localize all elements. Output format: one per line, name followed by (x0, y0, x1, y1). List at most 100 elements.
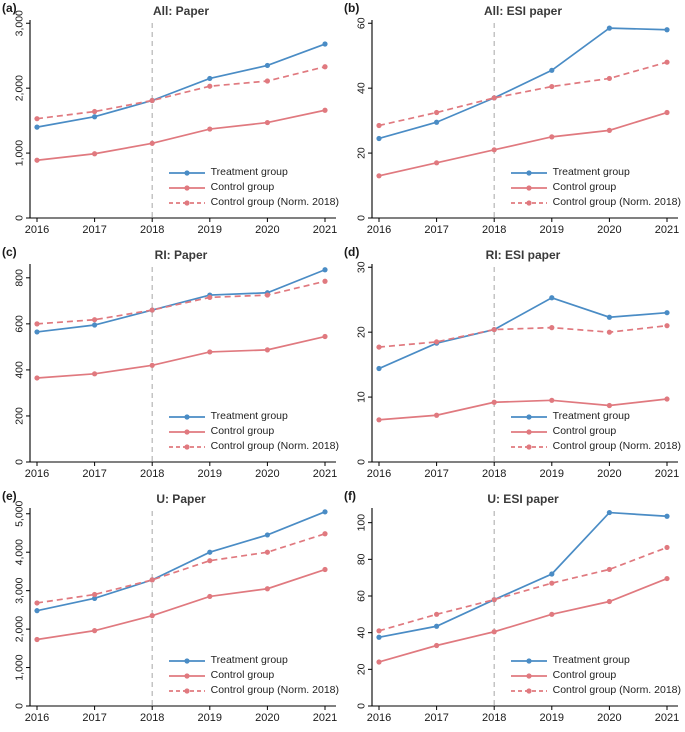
svg-text:40: 40 (356, 627, 368, 639)
svg-text:0: 0 (356, 459, 368, 465)
treatment-line-swatch-icon (168, 410, 205, 422)
svg-text:2019: 2019 (198, 468, 222, 480)
svg-text:40: 40 (356, 82, 368, 94)
svg-text:2017: 2017 (424, 712, 448, 724)
svg-text:400: 400 (14, 361, 26, 379)
chart-legend-f: Treatment group Control group Control gr… (510, 654, 681, 696)
legend-item-treatment: Treatment group (510, 166, 681, 178)
svg-text:2,000: 2,000 (14, 616, 26, 642)
svg-text:2019: 2019 (540, 468, 564, 480)
svg-text:2018: 2018 (482, 224, 506, 236)
svg-text:2020: 2020 (255, 468, 279, 480)
chart-legend-d: Treatment group Control group Control gr… (510, 410, 681, 452)
svg-text:2017: 2017 (82, 224, 106, 236)
svg-text:10: 10 (356, 391, 368, 403)
svg-text:2021: 2021 (313, 224, 337, 236)
svg-text:2016: 2016 (367, 224, 391, 236)
chart-legend-e: Treatment group Control group Control gr… (168, 654, 339, 696)
legend-label: Control group (Norm. 2018) (552, 684, 681, 696)
panel-tag-f: (f) (344, 489, 356, 503)
svg-text:3,000: 3,000 (14, 577, 26, 603)
panel-tag-a: (a) (2, 1, 17, 15)
control-line-swatch-icon (510, 669, 547, 681)
panel-c: (c) RI: Paper 0 200 400 600 800 2016 2017 2018 2… (0, 244, 342, 488)
svg-text:5,000: 5,000 (14, 500, 26, 526)
legend-item-control: Control group (510, 425, 681, 437)
svg-text:2017: 2017 (424, 468, 448, 480)
svg-text:3,000: 3,000 (14, 10, 26, 36)
svg-text:80: 80 (356, 553, 368, 565)
panel-a: (a) All: Paper 0 1,000 2,000 3,000 2016 2017 2… (0, 0, 342, 244)
svg-text:2019: 2019 (540, 224, 564, 236)
svg-text:60: 60 (356, 590, 368, 602)
svg-text:2019: 2019 (540, 712, 564, 724)
treatment-line-swatch-icon (510, 410, 547, 422)
svg-text:1,000: 1,000 (14, 140, 26, 166)
svg-text:2019: 2019 (198, 224, 222, 236)
svg-text:2021: 2021 (313, 468, 337, 480)
chart-title-f: U: ESI paper (487, 492, 559, 506)
chart-legend-b: Treatment group Control group Control gr… (510, 166, 681, 208)
svg-text:2017: 2017 (424, 224, 448, 236)
chart-title-d: RI: ESI paper (485, 248, 561, 262)
legend-label: Control group (210, 181, 275, 193)
svg-text:2,000: 2,000 (14, 75, 26, 101)
panel-d: (d) RI: ESI paper 0 10 20 30 2016 2017 2018 201… (342, 244, 684, 488)
svg-text:2017: 2017 (82, 712, 106, 724)
svg-text:2020: 2020 (597, 712, 621, 724)
svg-text:2016: 2016 (367, 468, 391, 480)
svg-text:100: 100 (356, 514, 368, 532)
chart-title-a: All: Paper (152, 4, 209, 18)
legend-label: Control group (Norm. 2018) (552, 440, 681, 452)
control-line-swatch-icon (168, 425, 205, 437)
chart-canvas-e: 0 1,000 2,000 3,000 4,000 5,000 2016 2017 2018 20… (14, 500, 338, 724)
legend-item-treatment: Treatment group (510, 410, 681, 422)
legend-item-treatment: Treatment group (510, 654, 681, 666)
panel-tag-e: (e) (2, 489, 17, 503)
svg-text:600: 600 (14, 315, 26, 333)
svg-text:1,000: 1,000 (14, 654, 26, 680)
chart-title-b: All: ESI paper (483, 4, 563, 18)
legend-label: Control group (210, 669, 275, 681)
svg-text:20: 20 (356, 326, 368, 338)
legend-label: Treatment group (210, 166, 288, 178)
panel-e: (e) U: Paper 0 1,000 2,000 3,000 4,000 5,000 2… (0, 488, 342, 732)
legend-label: Control group (552, 669, 617, 681)
svg-text:4,000: 4,000 (14, 539, 26, 565)
control-line-swatch-icon (168, 181, 205, 193)
svg-text:2018: 2018 (140, 468, 164, 480)
chart-legend-c: Treatment group Control group Control gr… (168, 410, 339, 452)
control-norm-dashed-swatch-icon (168, 196, 205, 208)
control-norm-dashed-swatch-icon (510, 684, 547, 696)
legend-item-treatment: Treatment group (168, 166, 339, 178)
chart-canvas-c: 0 200 400 600 800 2016 2017 2018 2019 2020 2021 (14, 264, 337, 480)
chart-title-c: RI: Paper (154, 248, 208, 262)
treatment-line-swatch-icon (168, 166, 205, 178)
chart-canvas-a: 0 1,000 2,000 3,000 2016 2017 2018 2019 2020 2021 (14, 10, 338, 236)
svg-text:20: 20 (356, 663, 368, 675)
legend-item-control-norm: Control group (Norm. 2018) (168, 440, 339, 452)
legend-label: Control group (Norm. 2018) (210, 196, 339, 208)
control-norm-dashed-swatch-icon (168, 440, 205, 452)
panel-tag-b: (b) (344, 1, 360, 15)
control-norm-dashed-swatch-icon (168, 684, 205, 696)
panel-f: (f) U: ESI paper 0 20 40 60 80 100 2016 2017 201… (342, 488, 684, 732)
svg-text:2020: 2020 (597, 468, 621, 480)
treatment-line-swatch-icon (510, 654, 547, 666)
svg-text:2020: 2020 (255, 224, 279, 236)
svg-text:0: 0 (14, 703, 26, 709)
legend-item-control: Control group (510, 181, 681, 193)
chart-canvas-d: 0 10 20 30 2016 2017 2018 2019 2020 2021 (356, 261, 680, 480)
legend-label: Control group (Norm. 2018) (210, 684, 339, 696)
chart-canvas-b: 0 20 40 60 2016 2017 2018 2019 2020 2021 (356, 17, 680, 236)
svg-text:30: 30 (356, 261, 368, 273)
legend-item-control: Control group (168, 425, 339, 437)
svg-text:2016: 2016 (25, 712, 49, 724)
svg-text:0: 0 (356, 215, 368, 221)
legend-label: Treatment group (552, 166, 630, 178)
control-line-swatch-icon (510, 425, 547, 437)
svg-text:0: 0 (14, 459, 26, 465)
legend-label: Control group (552, 181, 617, 193)
svg-text:2019: 2019 (198, 712, 222, 724)
legend-item-control: Control group (510, 669, 681, 681)
